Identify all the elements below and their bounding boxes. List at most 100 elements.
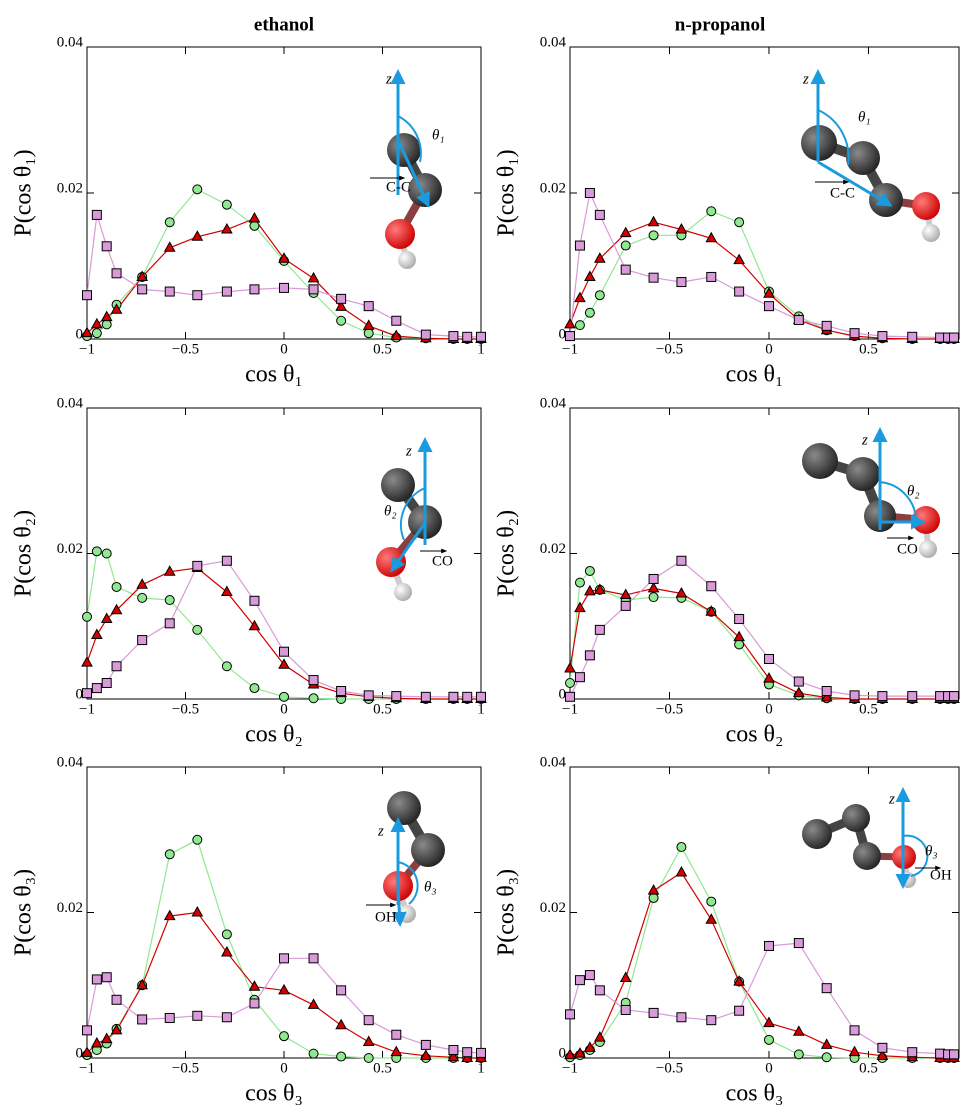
data-point: [648, 892, 659, 903]
data-point: [620, 1004, 631, 1015]
data-point: [137, 635, 148, 646]
data-point: [584, 188, 595, 198]
data-point: [593, 252, 606, 263]
data-point: [278, 658, 290, 669]
data-point: [221, 945, 233, 957]
data-point: [91, 1036, 103, 1048]
data-point: [849, 328, 860, 339]
data-point: [101, 677, 112, 688]
x-tick-label: 0: [765, 341, 773, 357]
x-tick-label: −1: [562, 341, 578, 357]
data-point: [279, 282, 289, 293]
data-point: [278, 252, 290, 263]
data-point: [476, 691, 486, 702]
y-axis-label: P(cos θ₂): [11, 510, 37, 597]
data-point: [793, 1049, 804, 1060]
data-point: [574, 601, 586, 613]
x-tick-label: −0.5: [172, 341, 199, 357]
data-point: [565, 691, 575, 702]
x-tick-label: 0: [280, 1060, 288, 1076]
data-point: [462, 691, 473, 702]
data-point: [584, 584, 596, 596]
data-point: [648, 230, 659, 241]
data-point: [110, 303, 123, 314]
data-point: [249, 220, 260, 231]
data-point: [279, 953, 289, 964]
data-point: [81, 1046, 93, 1057]
data-point: [192, 834, 203, 845]
data-point: [733, 975, 745, 986]
molecule-propanol-2: [802, 427, 940, 558]
data-point: [308, 284, 319, 295]
data-point: [336, 315, 347, 326]
data-point: [419, 1049, 432, 1060]
x-tick-label: −1: [79, 1060, 95, 1076]
data-point: [91, 209, 102, 220]
y-tick-label: 0: [559, 326, 567, 342]
y-tick-label: 0.02: [57, 541, 83, 557]
data-point: [574, 1047, 586, 1058]
data-point: [476, 1047, 486, 1058]
panel-title: n-propanol: [675, 14, 765, 35]
data-point: [462, 331, 473, 342]
data-point: [307, 271, 320, 283]
data-point: [792, 686, 805, 698]
data-point: [565, 677, 575, 688]
data-point: [164, 595, 175, 606]
data-point: [136, 578, 149, 589]
data-point: [111, 581, 122, 592]
data-point: [821, 1052, 832, 1063]
x-tick-label: 0.5: [859, 701, 878, 717]
data-point: [763, 672, 775, 683]
x-tick-label: 1: [477, 701, 485, 717]
data-point: [448, 1044, 459, 1055]
data-point: [308, 1048, 319, 1059]
data-point: [363, 301, 374, 312]
data-point: [336, 293, 347, 304]
data-point: [308, 953, 319, 964]
data-point: [248, 619, 261, 631]
data-point: [877, 331, 888, 342]
data-point: [101, 241, 112, 252]
data-point: [420, 691, 431, 702]
y-tick-label: 0.04: [540, 395, 567, 411]
series-line: [569, 560, 954, 698]
data-point: [620, 600, 631, 611]
molecule-ethanol-3: [366, 791, 445, 927]
data-point: [820, 1038, 833, 1049]
data-point: [391, 1029, 402, 1040]
data-point: [705, 605, 718, 616]
x-tick-label: −0.5: [656, 1060, 683, 1076]
annotation: θ₁: [432, 127, 445, 143]
annotation: z: [802, 71, 809, 87]
data-point: [279, 1031, 289, 1042]
data-point: [362, 319, 375, 330]
x-tick-label: −0.5: [656, 341, 683, 357]
data-point: [584, 565, 595, 576]
data-point: [248, 212, 261, 223]
data-point: [221, 555, 232, 566]
annotation: z: [888, 791, 895, 807]
y-tick-label: 0.02: [540, 180, 566, 196]
y-tick-label: 0: [76, 326, 84, 342]
data-point: [163, 909, 176, 921]
data-point: [849, 1025, 860, 1036]
data-point: [308, 693, 319, 704]
x-tick-label: −1: [562, 701, 578, 717]
data-point: [676, 277, 687, 288]
data-point: [675, 222, 688, 234]
data-point: [362, 1035, 375, 1046]
data-point: [648, 592, 659, 603]
data-point: [391, 691, 402, 702]
data-point: [734, 217, 745, 228]
data-point: [676, 842, 687, 853]
y-tick-label: 0.04: [57, 754, 84, 770]
data-point: [733, 253, 745, 265]
data-point: [390, 329, 403, 341]
y-axis-label: P(cos θ₃): [494, 869, 520, 956]
annotation: θ₃: [424, 879, 437, 895]
y-tick-label: 0.02: [540, 900, 566, 916]
data-point: [91, 317, 103, 329]
data-point: [706, 271, 717, 282]
